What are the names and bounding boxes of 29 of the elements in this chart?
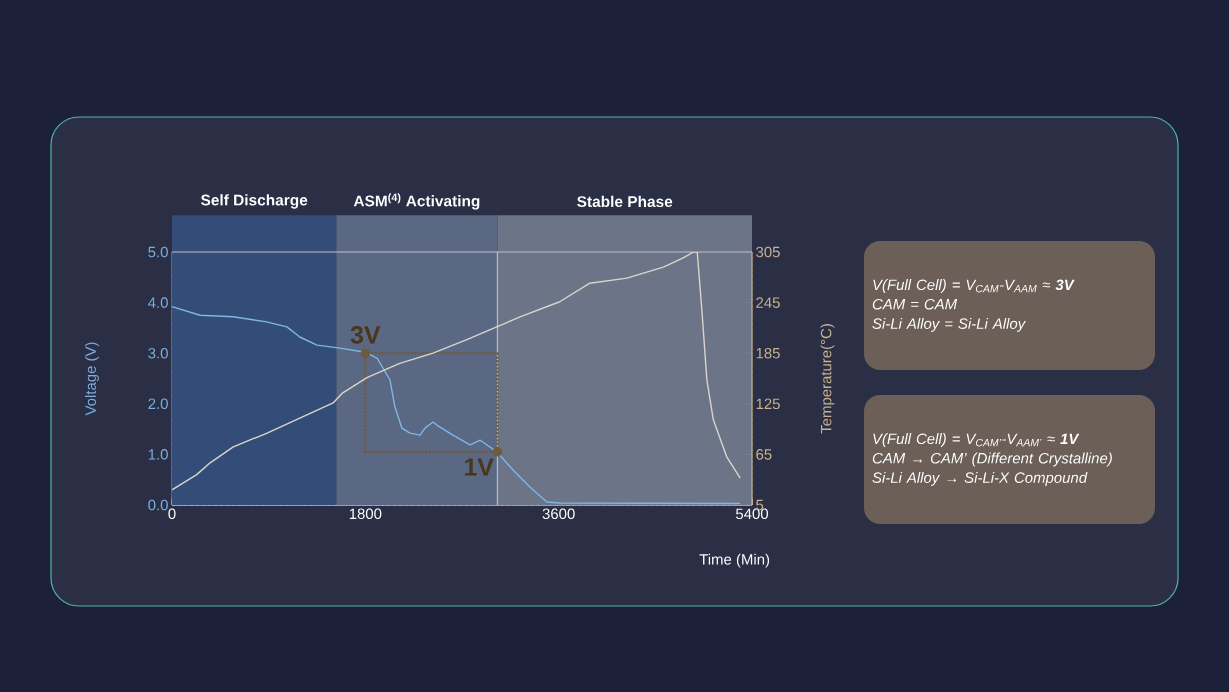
band-label: Stable Phase [577, 195, 673, 208]
line-series [171, 305, 741, 505]
y-axis-title: Voltage (V) [85, 342, 99, 416]
text: V(Full Cell) = V$_{CAM}$-V$_{AAM}$ ≈ 3V [873, 279, 1075, 294]
y2-tick-label: 245 [756, 297, 780, 308]
text: V(Full Cell) = V$_{CAM’}$-V$_{AAM’}$ ≈ 1V [873, 433, 1080, 448]
text: CAM = CAM [872, 298, 958, 310]
y-tick-label: 0.0 [148, 499, 168, 511]
x-tick-label: 3600 [542, 508, 575, 520]
y-tick-label: 4.0 [148, 297, 168, 308]
x-axis-title: Time (Min) [699, 553, 770, 568]
y-tick-label: 2.0 [148, 398, 168, 410]
text: Si-Li Alloy → Si-Li-X Compound [872, 471, 1088, 486]
y2-tick-label: 185 [756, 347, 780, 359]
band-label: Self Discharge [200, 194, 308, 209]
y-tick-label: 1.0 [148, 449, 168, 460]
x-tick-label: 0 [168, 508, 176, 520]
y2-tick-label: 125 [756, 398, 780, 410]
x-tick-label: 1800 [349, 508, 382, 520]
band-label: ASM$^{(4)}$ Activating [353, 193, 480, 210]
y2-tick-label: 305 [756, 246, 780, 258]
text: Si-Li Alloy = Si-Li Alloy [872, 317, 1026, 332]
y-tick-label: 5.0 [148, 246, 168, 258]
annotation: 3V [350, 326, 381, 344]
text: CAM → CAM’ (Different Crystalline) [872, 452, 1112, 467]
annotation: 1V [465, 458, 494, 476]
y2-tick-label: 65 [756, 449, 772, 460]
y-tick-label: 3.0 [148, 347, 168, 359]
y2-axis-title: Temperature(°C) [820, 324, 835, 434]
